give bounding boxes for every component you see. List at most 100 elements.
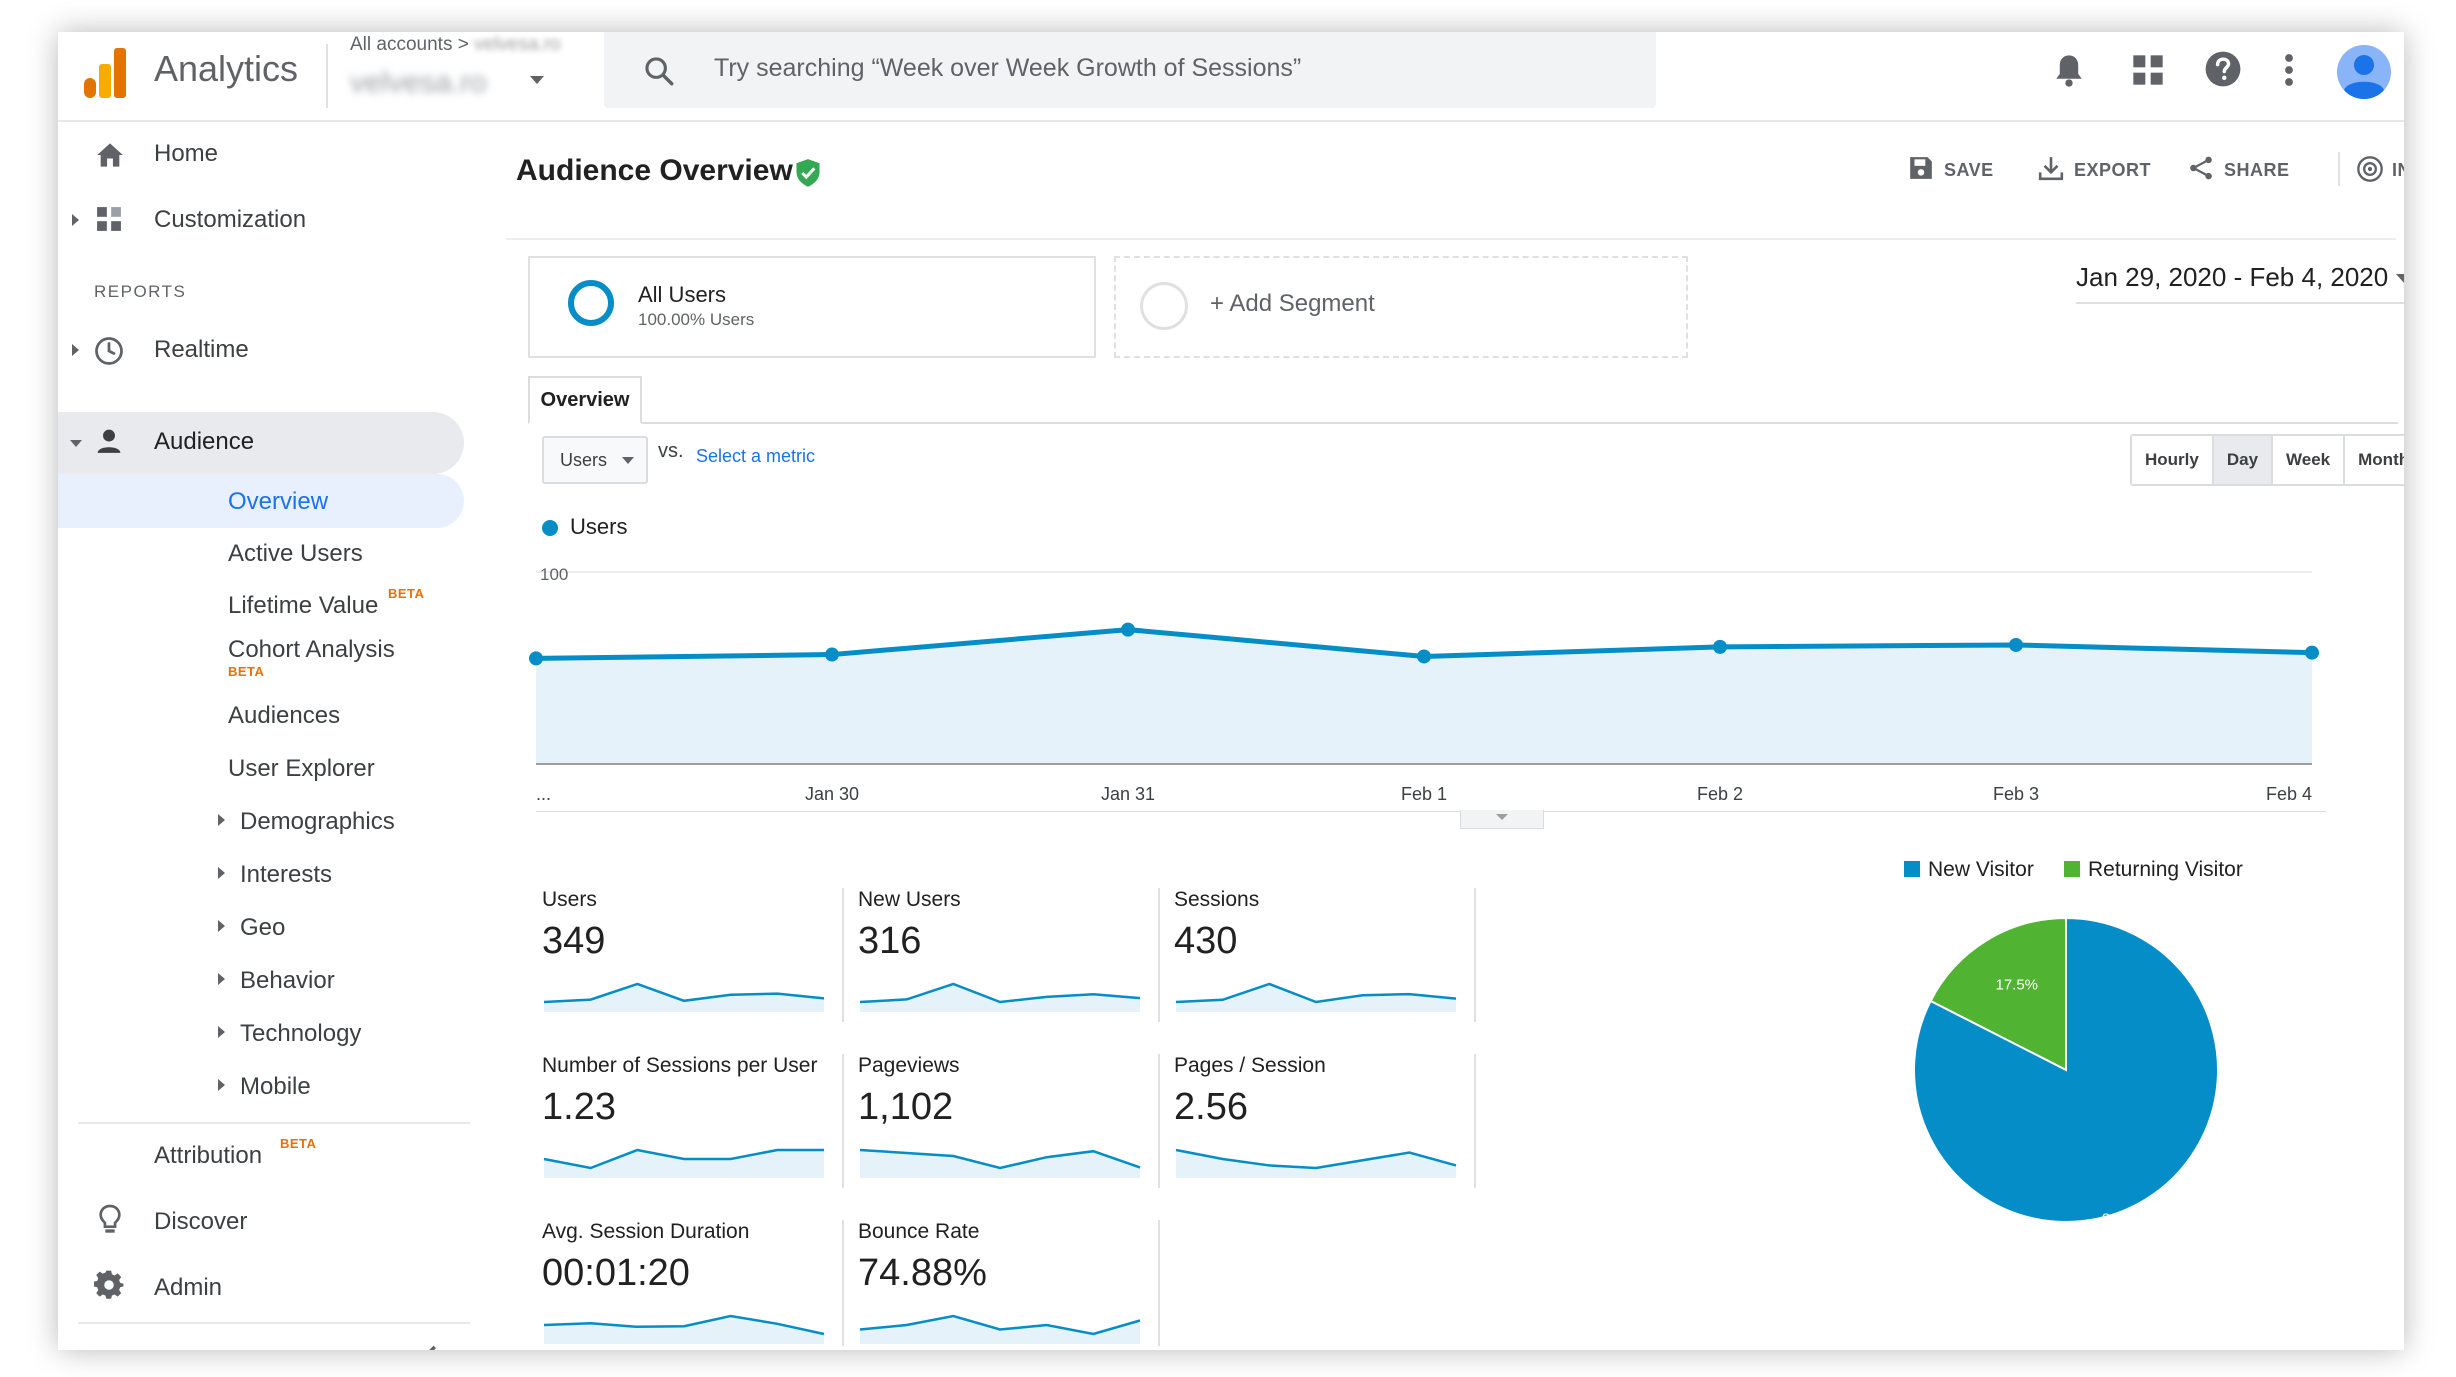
data-point[interactable] bbox=[1121, 622, 1135, 637]
data-point[interactable] bbox=[2009, 637, 2023, 652]
data-point[interactable] bbox=[529, 651, 543, 666]
sidebar-item-active-users[interactable]: Active Users bbox=[228, 540, 363, 567]
expand-right-icon[interactable] bbox=[72, 344, 79, 356]
scorecard-sessions[interactable]: Sessions 430 bbox=[1174, 888, 1474, 1048]
help-icon[interactable] bbox=[2204, 50, 2242, 88]
sidebar-item-cohort-analysis[interactable]: Cohort Analysis bbox=[228, 636, 395, 663]
scorecard-label: Pages / Session bbox=[1174, 1054, 1326, 1077]
search-input[interactable]: Try searching “Week over Week Growth of … bbox=[714, 54, 1302, 82]
export-button[interactable]: EXPORT bbox=[2038, 157, 2151, 181]
home-icon bbox=[97, 143, 123, 167]
scorecard-label: Bounce Rate bbox=[858, 1220, 980, 1243]
search-bar[interactable]: Try searching “Week over Week Growth of … bbox=[604, 32, 1656, 108]
legend-item-new-visitor[interactable]: New Visitor bbox=[1904, 858, 2034, 882]
expand-right-icon[interactable] bbox=[218, 1026, 225, 1038]
sidebar-item-audience[interactable]: Audience bbox=[154, 428, 255, 455]
data-point[interactable] bbox=[2305, 645, 2319, 660]
sidebar-item-mobile[interactable]: Mobile bbox=[240, 1073, 311, 1100]
collapse-sidebar-chevron-left-icon[interactable] bbox=[420, 1344, 438, 1350]
segment-name: All Users bbox=[638, 282, 727, 307]
app-title[interactable]: Analytics bbox=[154, 48, 299, 89]
expand-right-icon[interactable] bbox=[218, 867, 225, 879]
sidebar-item-user-explorer[interactable]: User Explorer bbox=[228, 755, 375, 782]
date-range-picker[interactable]: Jan 29, 2020 - Feb 4, 2020 bbox=[2076, 262, 2389, 292]
sidebar-item-attribution[interactable]: Attribution bbox=[154, 1142, 263, 1169]
scorecard-sessions-per-user[interactable]: Number of Sessions per User 1.23 bbox=[542, 1054, 842, 1214]
sidebar-item-realtime[interactable]: Realtime bbox=[154, 336, 249, 363]
notifications-bell-icon[interactable] bbox=[2052, 52, 2086, 90]
chart-resize-handle[interactable] bbox=[1460, 810, 1544, 829]
data-point[interactable] bbox=[1713, 639, 1727, 654]
expand-down-icon[interactable] bbox=[70, 440, 82, 447]
sidebar-item-customization[interactable]: Customization bbox=[154, 206, 307, 233]
avatar[interactable] bbox=[2336, 44, 2392, 100]
share-button[interactable]: SHARE bbox=[2190, 156, 2290, 181]
expand-right-icon[interactable] bbox=[218, 920, 225, 932]
chevron-down-icon[interactable] bbox=[530, 76, 544, 84]
scorecard-new-users[interactable]: New Users 316 bbox=[858, 888, 1158, 1048]
sidebar-item-audiences[interactable]: Audiences bbox=[228, 702, 341, 729]
pie-slice-new-visitor[interactable] bbox=[1913, 916, 2219, 1223]
sidebar-item-technology[interactable]: Technology bbox=[240, 1020, 362, 1047]
data-point[interactable] bbox=[825, 647, 839, 662]
scorecard-bounce-rate[interactable]: Bounce Rate 74.88% bbox=[858, 1220, 1158, 1350]
select-metric-link[interactable]: Select a metric bbox=[696, 446, 816, 466]
sparkline-line bbox=[859, 1148, 1141, 1170]
x-tick-label: Jan 30 bbox=[805, 784, 859, 804]
scorecard-avg-session-duration[interactable]: Avg. Session Duration 00:01:20 bbox=[542, 1220, 842, 1350]
scorecard-pages-per-session[interactable]: Pages / Session 2.56 bbox=[1174, 1054, 1474, 1214]
sidebar-item-lifetime-value[interactable]: Lifetime Value bbox=[228, 592, 379, 619]
analytics-logo-icon[interactable] bbox=[80, 46, 130, 102]
more-vert-icon[interactable] bbox=[2282, 52, 2296, 88]
segment-all-users[interactable]: All Users 100.00% Users bbox=[528, 256, 1096, 358]
granularity-month-button[interactable]: Month bbox=[2345, 436, 2404, 484]
tab-overview[interactable]: Overview bbox=[528, 376, 642, 424]
scorecard-users[interactable]: Users 349 bbox=[542, 888, 842, 1048]
granularity-week-button[interactable]: Week bbox=[2273, 436, 2346, 484]
clock-icon bbox=[95, 337, 123, 365]
expand-right-icon[interactable] bbox=[218, 973, 225, 985]
x-tick-label: Feb 3 bbox=[1993, 784, 2039, 804]
save-button[interactable]: SAVE bbox=[1910, 157, 1994, 181]
breadcrumb-account[interactable]: velvesa.ro bbox=[474, 34, 561, 55]
add-segment-label: + Add Segment bbox=[1210, 290, 1375, 317]
sidebar-item-geo[interactable]: Geo bbox=[240, 914, 286, 941]
sidebar-item-interests[interactable]: Interests bbox=[240, 861, 333, 888]
scorecard-value: 316 bbox=[858, 920, 922, 962]
scorecard-pageviews[interactable]: Pageviews 1,102 bbox=[858, 1054, 1158, 1214]
apps-grid-icon[interactable] bbox=[2132, 54, 2164, 86]
main-content: Audience Overview SAVE EXPORT bbox=[506, 122, 2404, 1350]
expand-right-icon[interactable] bbox=[72, 214, 79, 226]
sidebar-item-discover[interactable]: Discover bbox=[154, 1208, 248, 1235]
expand-right-icon[interactable] bbox=[218, 814, 225, 826]
customization-grid-icon bbox=[97, 207, 121, 231]
granularity-hourly-button[interactable]: Hourly bbox=[2132, 436, 2214, 484]
legend-label-users[interactable]: Users bbox=[570, 514, 628, 539]
legend-item-returning-visitor[interactable]: Returning Visitor bbox=[2064, 858, 2243, 882]
divider bbox=[326, 44, 328, 108]
account-selector[interactable]: velvesa.ro bbox=[350, 66, 487, 99]
granularity-day-button[interactable]: Day bbox=[2213, 436, 2274, 484]
expand-right-icon[interactable] bbox=[218, 1079, 225, 1091]
breadcrumb-root[interactable]: All accounts bbox=[350, 34, 453, 55]
insights-button[interactable]: INSIGHTS bbox=[2357, 156, 2404, 182]
sidebar-item-overview[interactable]: Overview bbox=[228, 488, 329, 515]
add-segment-button[interactable]: + Add Segment bbox=[1114, 256, 1688, 358]
granularity-toggle: Hourly Day Week Month bbox=[2130, 434, 2404, 486]
top-bar: Analytics All accounts > velvesa.ro velv… bbox=[58, 32, 2404, 122]
scorecard-sparkline bbox=[543, 1148, 824, 1178]
divider bbox=[1158, 1054, 1160, 1188]
sidebar-item-demographics[interactable]: Demographics bbox=[240, 808, 395, 835]
sidebar-item-admin[interactable]: Admin bbox=[154, 1274, 223, 1301]
account-breadcrumb[interactable]: All accounts > velvesa.ro bbox=[350, 34, 561, 56]
pie-slice-returning-visitor[interactable] bbox=[1929, 916, 2067, 1072]
sidebar-item-behavior[interactable]: Behavior bbox=[240, 967, 335, 994]
chevron-down-icon[interactable] bbox=[2396, 274, 2404, 284]
scorecard-value: 1.23 bbox=[542, 1086, 616, 1128]
sidebar-item-home[interactable]: Home bbox=[154, 140, 219, 167]
metric-dropdown[interactable]: Users bbox=[542, 436, 648, 484]
data-point[interactable] bbox=[1417, 649, 1431, 664]
sparkline-area bbox=[544, 1316, 824, 1344]
download-icon bbox=[2038, 157, 2064, 181]
